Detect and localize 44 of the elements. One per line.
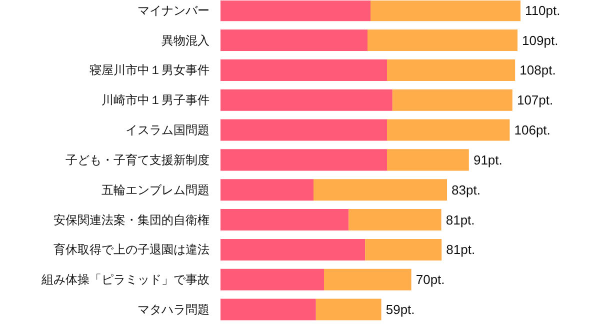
bar	[220, 30, 368, 52]
annotation: 59pt.	[386, 302, 415, 318]
bar	[220, 209, 349, 231]
bar	[220, 149, 387, 171]
annotation: 81pt.	[446, 212, 475, 228]
annotation: 81pt.	[446, 242, 476, 258]
y-tick-label: 五輪エンブレム問題	[102, 182, 210, 197]
y-tick-label: 川崎市中１男子事件	[102, 93, 210, 108]
y-tick-label: 子ども・子育て支援新制度	[66, 152, 210, 167]
y-tick-label: 異物混入	[162, 33, 210, 48]
annotation: 91pt.	[473, 152, 502, 168]
y-tick-label: マイナンバー	[138, 3, 210, 18]
y-tick-label: 寝屋川市中１男女事件	[90, 63, 210, 78]
bar	[368, 30, 518, 52]
bar	[220, 238, 366, 260]
bar	[324, 268, 412, 290]
bar	[387, 149, 469, 171]
text: 110pt.	[525, 2, 560, 18]
y-tick-label: マタハラ問題	[138, 302, 210, 317]
bar	[348, 209, 442, 231]
bar	[220, 89, 392, 111]
y-tick-label: 安保関連法案・集団的自衛権	[54, 212, 210, 227]
y-tick-label: 育休取得で上の子退園は違法	[54, 242, 210, 257]
bar	[316, 298, 382, 320]
bar	[220, 59, 387, 81]
annotation: 106pt.	[514, 122, 550, 138]
bar	[387, 119, 510, 141]
bar	[220, 268, 324, 290]
bar	[387, 59, 516, 81]
bar	[220, 298, 316, 320]
bar	[365, 238, 442, 260]
annotation: 107pt.	[516, 92, 554, 108]
annotation: 70pt.	[416, 272, 445, 288]
annotation: 83pt.	[452, 182, 480, 198]
text: 109pt.	[522, 32, 558, 48]
y-tick-label: イスラム国問題	[126, 123, 210, 138]
bar	[220, 179, 314, 201]
bar	[220, 119, 387, 141]
bar	[370, 0, 520, 22]
bar	[314, 179, 447, 201]
bar	[392, 89, 512, 111]
y-tick-label: 組み体操「ピラミッド」で事故	[40, 272, 210, 287]
annotation: 108pt.	[520, 62, 556, 78]
bar	[220, 0, 370, 22]
